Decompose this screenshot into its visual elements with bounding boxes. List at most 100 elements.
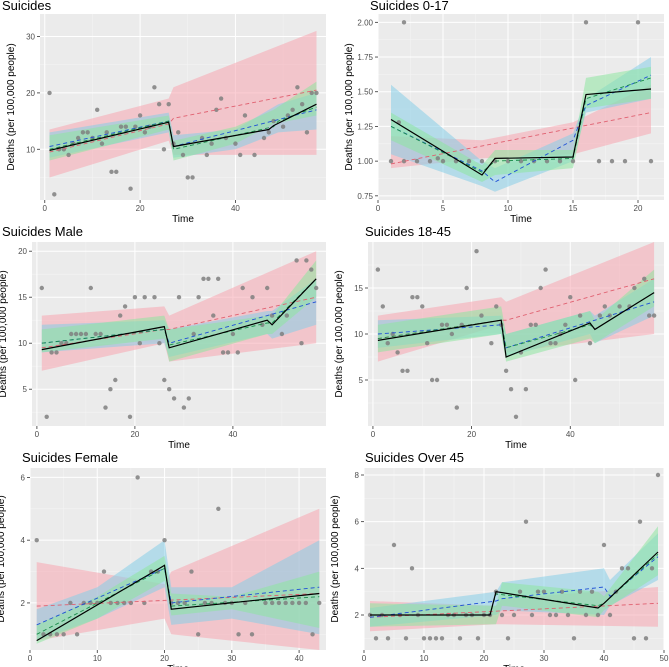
x-tick-label: 20 bbox=[480, 654, 489, 663]
data-point bbox=[95, 107, 100, 113]
data-point bbox=[156, 101, 162, 107]
data-point bbox=[557, 158, 563, 164]
data-point bbox=[236, 632, 241, 637]
x-tick-label: 0 bbox=[371, 430, 376, 439]
data-point bbox=[294, 258, 299, 263]
panel-title: Suicides 18-45 bbox=[365, 224, 451, 239]
y-tick-label: 2 bbox=[355, 611, 360, 620]
data-point bbox=[204, 152, 210, 158]
data-point bbox=[577, 589, 583, 594]
series-line-blue-dashed bbox=[390, 74, 652, 183]
data-point bbox=[528, 322, 533, 327]
confidence-band-blue bbox=[36, 540, 320, 641]
x-tick-label: 20 bbox=[467, 430, 476, 439]
data-point bbox=[310, 632, 315, 637]
x-tick-label: 0 bbox=[376, 204, 381, 213]
x-tick-label: 0 bbox=[362, 654, 367, 663]
data-point bbox=[121, 600, 127, 606]
data-point bbox=[85, 130, 90, 135]
series-line-pink-dashed bbox=[36, 593, 320, 607]
data-point bbox=[61, 632, 66, 637]
data-point bbox=[314, 285, 319, 291]
data-point bbox=[276, 600, 282, 606]
data-point bbox=[182, 600, 187, 606]
data-point bbox=[597, 313, 603, 318]
y-tick-label: 15 bbox=[18, 293, 27, 302]
data-point bbox=[114, 169, 119, 175]
data-point bbox=[409, 566, 415, 571]
data-point bbox=[54, 350, 59, 355]
data-point bbox=[583, 20, 589, 25]
data-point bbox=[420, 304, 425, 309]
data-point bbox=[632, 285, 637, 291]
data-point bbox=[195, 632, 201, 637]
data-point bbox=[181, 405, 187, 410]
data-point bbox=[201, 276, 206, 281]
y-tick-label: 1.50 bbox=[357, 88, 373, 97]
x-axis-title: Time bbox=[172, 214, 194, 225]
y-tick-label: 1.75 bbox=[357, 53, 373, 62]
data-point bbox=[216, 276, 221, 281]
data-point bbox=[299, 341, 304, 346]
data-point bbox=[225, 350, 231, 355]
data-point bbox=[220, 350, 226, 355]
x-tick-label: 20 bbox=[130, 430, 139, 439]
data-point bbox=[142, 130, 148, 135]
data-point bbox=[166, 101, 171, 107]
data-point bbox=[209, 141, 214, 146]
data-point bbox=[266, 130, 271, 135]
data-point bbox=[589, 589, 595, 594]
data-point bbox=[523, 387, 529, 392]
data-point bbox=[284, 313, 289, 318]
panel-title: Suicides Female bbox=[22, 450, 119, 465]
data-point bbox=[250, 295, 255, 300]
x-tick-label: 50 bbox=[660, 654, 669, 663]
data-point bbox=[395, 350, 400, 355]
data-point bbox=[162, 377, 167, 383]
series-line-solid bbox=[390, 88, 652, 176]
data-point bbox=[271, 118, 276, 124]
data-point bbox=[479, 313, 484, 318]
x-axis-title: Time bbox=[503, 664, 525, 667]
chart-suicides-18-45: 0 20 40 5 10 15 Time Deaths (per 100,000 people… bbox=[334, 242, 664, 451]
data-point bbox=[74, 632, 80, 637]
y-axis-title: Deaths (per 100,000 people) bbox=[344, 43, 355, 170]
data-point bbox=[108, 387, 113, 392]
data-point bbox=[429, 377, 435, 383]
x-tick-label: 5 bbox=[441, 204, 446, 213]
data-point bbox=[73, 331, 79, 337]
data-point bbox=[44, 414, 49, 419]
data-point bbox=[186, 396, 191, 401]
series-line-solid bbox=[370, 551, 659, 616]
series-line-solid bbox=[377, 292, 655, 358]
panel-suicides-male: Suicides Male 0 20 40 5 10 15 20 Time Deaths (pe… bbox=[0, 222, 334, 451]
data-point bbox=[655, 472, 661, 478]
data-point bbox=[299, 101, 305, 107]
data-point bbox=[304, 130, 310, 135]
data-point bbox=[427, 158, 433, 164]
data-point bbox=[474, 249, 479, 254]
x-tick-label: 40 bbox=[566, 430, 575, 439]
data-point bbox=[375, 267, 381, 272]
data-point bbox=[373, 636, 379, 641]
data-point bbox=[601, 542, 607, 548]
data-point bbox=[269, 313, 275, 318]
data-point bbox=[206, 276, 211, 281]
data-point bbox=[104, 130, 109, 135]
data-point bbox=[511, 612, 517, 618]
data-point bbox=[314, 90, 319, 96]
data-point bbox=[439, 322, 445, 327]
data-point bbox=[309, 267, 314, 272]
data-point bbox=[421, 636, 427, 641]
data-point bbox=[190, 175, 195, 180]
panel-title: Suicides Male bbox=[2, 224, 83, 239]
data-point bbox=[295, 85, 300, 90]
data-point bbox=[553, 341, 558, 346]
data-point bbox=[252, 152, 257, 158]
panel-title: Suicides 0-17 bbox=[370, 0, 449, 13]
data-point bbox=[466, 158, 472, 164]
x-tick-label: 40 bbox=[228, 430, 237, 439]
panel-suicides-18-45: Suicides 18-45 0 20 40 5 10 15 Time Deaths (per… bbox=[334, 222, 669, 451]
x-axis-title: Time bbox=[510, 214, 532, 225]
y-tick-label: 2.00 bbox=[357, 18, 373, 27]
